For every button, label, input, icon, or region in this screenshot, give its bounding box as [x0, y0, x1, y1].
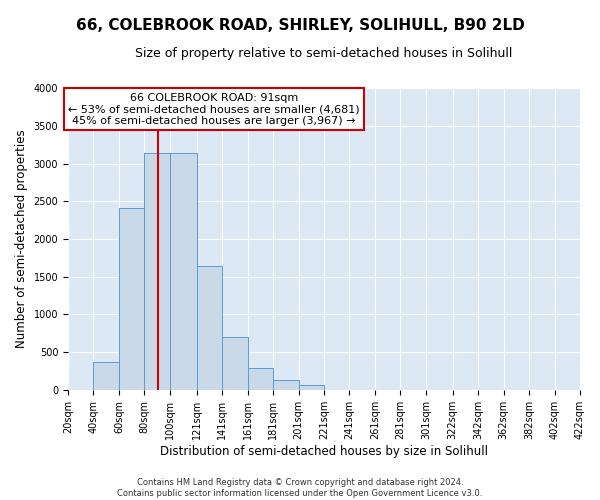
- Bar: [248, 368, 273, 390]
- Title: Size of property relative to semi-detached houses in Solihull: Size of property relative to semi-detach…: [136, 48, 513, 60]
- Text: 66, COLEBROOK ROAD, SHIRLEY, SOLIHULL, B90 2LD: 66, COLEBROOK ROAD, SHIRLEY, SOLIHULL, B…: [76, 18, 524, 32]
- Bar: [170, 152, 197, 390]
- Text: Contains HM Land Registry data © Crown copyright and database right 2024.
Contai: Contains HM Land Registry data © Crown c…: [118, 478, 482, 498]
- Bar: [197, 266, 222, 390]
- Bar: [94, 362, 119, 390]
- Bar: [119, 208, 145, 390]
- Bar: [222, 337, 248, 390]
- X-axis label: Distribution of semi-detached houses by size in Solihull: Distribution of semi-detached houses by …: [160, 444, 488, 458]
- Y-axis label: Number of semi-detached properties: Number of semi-detached properties: [15, 130, 28, 348]
- Bar: [273, 380, 299, 390]
- Bar: [299, 386, 324, 390]
- Bar: [145, 152, 170, 390]
- Text: 66 COLEBROOK ROAD: 91sqm
← 53% of semi-detached houses are smaller (4,681)
45% o: 66 COLEBROOK ROAD: 91sqm ← 53% of semi-d…: [68, 92, 360, 126]
